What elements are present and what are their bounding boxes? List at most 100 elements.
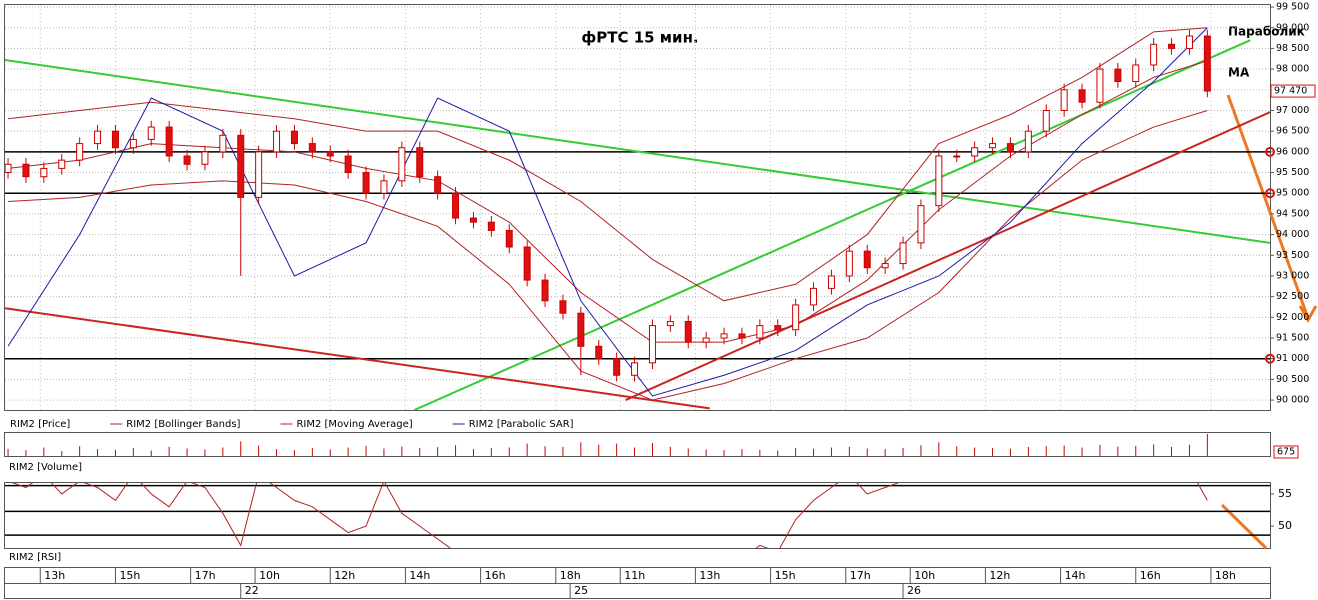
candle-body <box>1168 43 1176 49</box>
trendline <box>5 59 1270 244</box>
candle-body <box>738 333 746 339</box>
price-frame <box>4 4 1271 411</box>
candle-body <box>684 320 692 343</box>
candle-body <box>1132 64 1140 83</box>
rsi-plot <box>5 483 1270 548</box>
last-price-label: 97 470 <box>1274 86 1307 97</box>
date-tick-label: 22 <box>245 584 259 597</box>
candle-body <box>577 312 585 347</box>
candle-body <box>1114 68 1122 83</box>
indicator-line <box>8 110 1208 401</box>
candle-body <box>827 275 835 289</box>
candle-body <box>94 130 102 145</box>
candle-body <box>255 151 263 198</box>
chart-title: фРТС 15 мин. <box>581 29 698 47</box>
candle-body <box>1203 35 1211 92</box>
panel-title: RIM2 [Volume] <box>9 462 82 473</box>
date-tick-label: 25 <box>574 584 588 597</box>
rsi-line <box>11 483 1208 548</box>
candle-body <box>881 263 889 269</box>
y-tick-label: 90 000 <box>1276 395 1309 406</box>
candle-body <box>666 320 674 327</box>
y-tick-label: 99 000 <box>1276 22 1309 33</box>
candle-body <box>111 130 119 149</box>
candle-body <box>237 134 245 198</box>
candle-body <box>434 176 442 194</box>
candle-body <box>219 134 227 153</box>
candle-body <box>1078 89 1086 103</box>
candle-body <box>792 304 800 331</box>
candle-body <box>147 126 155 140</box>
legend-entry: RIM2 [Parabolic SAR] <box>469 419 574 430</box>
candle-body <box>774 325 782 331</box>
candle-body <box>863 250 871 269</box>
level-marker <box>1265 146 1275 157</box>
candle-body <box>290 130 298 145</box>
candle-body <box>416 147 424 178</box>
candle-body <box>5 163 12 174</box>
candle-body <box>273 130 281 153</box>
candle-body <box>469 217 477 223</box>
y-tick-label: 92 500 <box>1276 291 1309 302</box>
candle-body <box>58 159 66 169</box>
candle-body <box>899 242 907 265</box>
indicator-line <box>7 27 1208 302</box>
x-tick-label: 13h <box>699 569 720 582</box>
x-tick-label: 18h <box>560 569 581 582</box>
candle-body <box>380 180 388 194</box>
x-tick-label: 10h <box>259 569 280 582</box>
rsi-tick-label: 50 <box>1278 519 1292 532</box>
candle-body <box>1006 143 1014 153</box>
candle-body <box>326 151 334 157</box>
legend-entry: RIM2 [Bollinger Bands] <box>126 419 240 430</box>
level-marker <box>1265 188 1275 199</box>
candle-body <box>308 143 316 153</box>
volume-tick-box <box>1273 445 1299 459</box>
x-tick-label: 12h <box>334 569 355 582</box>
candle-body <box>201 151 209 165</box>
candle-body <box>362 172 370 194</box>
level-marker <box>1265 353 1275 364</box>
candle-body <box>702 337 710 343</box>
candle-body <box>631 362 639 376</box>
y-tick-label: 96 000 <box>1276 146 1309 157</box>
candle-body <box>595 345 603 360</box>
candle-body <box>1060 89 1068 111</box>
y-tick-label: 94 500 <box>1276 208 1309 219</box>
candle-body <box>971 147 979 157</box>
candle-body <box>953 155 961 158</box>
x-tick-label: 16h <box>485 569 506 582</box>
candle-body <box>183 155 191 165</box>
y-tick-label: 98 000 <box>1276 64 1309 75</box>
y-tick-label: 95 000 <box>1276 188 1309 199</box>
x-tick-label: 18h <box>1215 569 1236 582</box>
rsi-tick-label: 55 <box>1278 487 1292 500</box>
y-tick-label: 93 500 <box>1276 250 1309 261</box>
y-tick-label: 99 500 <box>1276 2 1309 13</box>
candle-body <box>22 163 30 178</box>
x-tick-label: 17h <box>195 569 216 582</box>
candle-body <box>505 229 513 248</box>
candle-body <box>452 192 460 219</box>
candle-body <box>129 138 137 149</box>
indicator-line <box>7 60 1208 343</box>
x-tick-label: 15h <box>775 569 796 582</box>
candle-body <box>523 246 531 281</box>
y-tick-label: 91 500 <box>1276 333 1309 344</box>
candle-body <box>756 325 764 339</box>
y-tick-label: 98 500 <box>1276 43 1309 54</box>
candle-body <box>648 325 656 364</box>
y-tick-label: 97 000 <box>1276 105 1309 116</box>
candle-body <box>165 126 173 157</box>
date-tick-label: 26 <box>907 584 921 597</box>
candle-body <box>541 279 549 302</box>
candle-body <box>1096 68 1104 103</box>
y-tick-label: 95 500 <box>1276 167 1309 178</box>
candle-body <box>398 147 406 182</box>
trendline <box>5 307 710 410</box>
trendline <box>625 111 1270 401</box>
candle-body <box>989 143 997 149</box>
x-tick-label: 11h <box>624 569 645 582</box>
last-price-box <box>1270 84 1316 98</box>
x-tick-label: 16h <box>1140 569 1161 582</box>
